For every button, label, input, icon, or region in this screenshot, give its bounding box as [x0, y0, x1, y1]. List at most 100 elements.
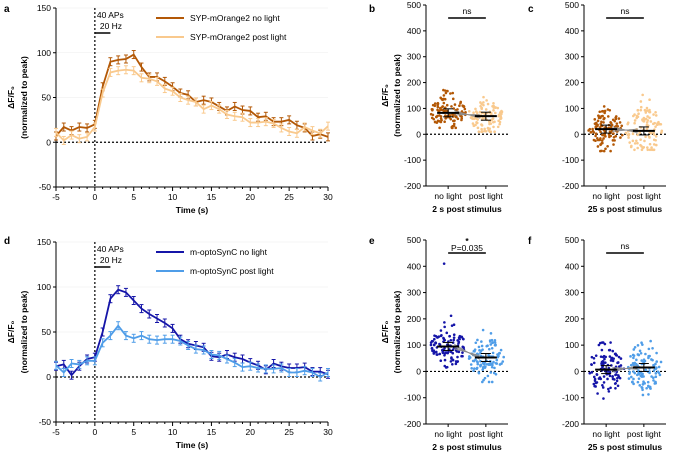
data-point-b-1: [489, 122, 493, 125]
data-point-f-0: [607, 387, 610, 391]
data-point-c-1: [654, 125, 657, 128]
data-point-e-1: [473, 367, 476, 370]
data-point-e-0: [451, 358, 455, 362]
data-point-b-0: [431, 108, 434, 111]
data-point-b-1: [492, 102, 495, 105]
data-point-e-0: [444, 351, 448, 354]
data-point-e-1: [501, 360, 505, 363]
data-point-f-0: [601, 359, 605, 363]
data-point-c-0: [600, 149, 603, 153]
y-tick-label-f: 200: [565, 314, 579, 324]
data-point-b-1: [494, 111, 497, 115]
data-point-c-1: [644, 117, 648, 121]
data-point-b-1: [496, 106, 500, 110]
data-point-e-0: [443, 325, 446, 329]
data-point-c-0: [602, 134, 606, 137]
data-point-f-1: [641, 388, 644, 392]
data-point-b-1: [482, 95, 485, 99]
data-point-c-1: [655, 143, 658, 147]
data-point-f-1: [627, 377, 631, 380]
data-point-f-1: [640, 359, 643, 362]
y-tick-label-b: -200: [404, 181, 421, 191]
data-point-b-1: [475, 121, 478, 124]
data-point-f-0: [597, 343, 601, 347]
y-tick-label-c: 0: [574, 129, 579, 139]
data-point-f-1: [647, 393, 650, 396]
series-line-a-1: [55, 68, 329, 142]
data-point-c-1: [646, 148, 650, 152]
data-point-c-1: [624, 131, 628, 135]
data-point-f-1: [659, 360, 663, 364]
data-point-c-1: [635, 139, 638, 143]
data-point-c-1: [652, 122, 655, 126]
data-point-c-0: [594, 139, 597, 143]
data-point-e-0: [438, 343, 442, 346]
data-point-e-0: [457, 350, 461, 354]
data-point-e-1: [494, 344, 497, 347]
data-point-c-1: [641, 146, 645, 150]
data-point-c-1: [654, 135, 658, 138]
data-point-c-1: [632, 114, 635, 118]
data-point-e-1: [467, 357, 471, 360]
data-point-c-0: [600, 139, 604, 142]
data-point-c-1: [645, 123, 649, 127]
data-point-e-0: [452, 338, 456, 342]
data-point-f-0: [598, 341, 602, 345]
data-point-c-1: [628, 141, 631, 144]
data-point-f-0: [611, 349, 615, 353]
data-point-e-1: [490, 380, 494, 384]
x-tick-label-a: 20: [246, 192, 256, 202]
data-point-e-0: [443, 358, 447, 362]
data-point-e-0: [452, 336, 456, 339]
data-point-b-0: [456, 108, 459, 111]
data-point-e-1: [475, 360, 479, 363]
y-tick-label-a: 0: [46, 137, 51, 147]
data-point-f-1: [654, 372, 658, 375]
series-line-d-0: [55, 288, 329, 377]
data-point-e-0: [442, 336, 445, 340]
data-point-f-1: [650, 358, 653, 361]
data-point-b-1: [480, 107, 484, 111]
data-point-c-0: [591, 129, 595, 133]
y-tick-label-f: -100: [562, 393, 579, 403]
data-point-f-0: [614, 373, 618, 376]
data-point-f-1: [654, 362, 657, 366]
panel-label-d: d: [4, 236, 10, 247]
y-tick-label-e: 300: [407, 288, 421, 298]
data-point-c-1: [659, 122, 663, 126]
y-tick-label-b: 500: [407, 0, 421, 10]
data-point-c-0: [613, 139, 616, 142]
data-point-b-1: [484, 108, 488, 111]
paired-line-f: [612, 366, 638, 370]
data-point-e-0: [454, 360, 458, 363]
data-point-c-0: [594, 132, 598, 135]
data-point-c-0: [587, 129, 590, 132]
data-point-c-1: [641, 93, 644, 97]
data-point-f-1: [641, 393, 645, 397]
data-point-e-0: [433, 334, 436, 337]
data-point-e-0: [458, 337, 461, 341]
data-point-b-1: [493, 120, 496, 124]
data-point-f-0: [595, 381, 599, 384]
data-point-f-0: [592, 375, 596, 379]
data-point-b-0: [433, 102, 437, 105]
legend-label-a-0: SYP-mOrange2 no light: [190, 13, 280, 23]
data-point-c-1: [650, 146, 653, 149]
data-point-f-1: [644, 352, 647, 356]
y-tick-label-e: 0: [416, 366, 421, 376]
data-point-e-1: [494, 361, 498, 365]
data-point-f-1: [647, 385, 650, 388]
data-point-c-0: [593, 118, 597, 121]
data-point-c-1: [645, 127, 649, 131]
data-point-b-1: [485, 99, 488, 102]
y-tick-label-d: -50: [39, 417, 52, 427]
data-point-b-0: [459, 100, 463, 104]
y-tick-label-e: -100: [404, 393, 421, 403]
data-point-b-1: [490, 118, 494, 121]
data-point-b-1: [486, 126, 490, 130]
data-point-f-1: [635, 358, 638, 362]
data-point-f-1: [631, 361, 635, 365]
data-point-f-1: [655, 351, 658, 355]
data-point-e-1: [492, 360, 495, 364]
data-point-b-1: [472, 117, 476, 121]
